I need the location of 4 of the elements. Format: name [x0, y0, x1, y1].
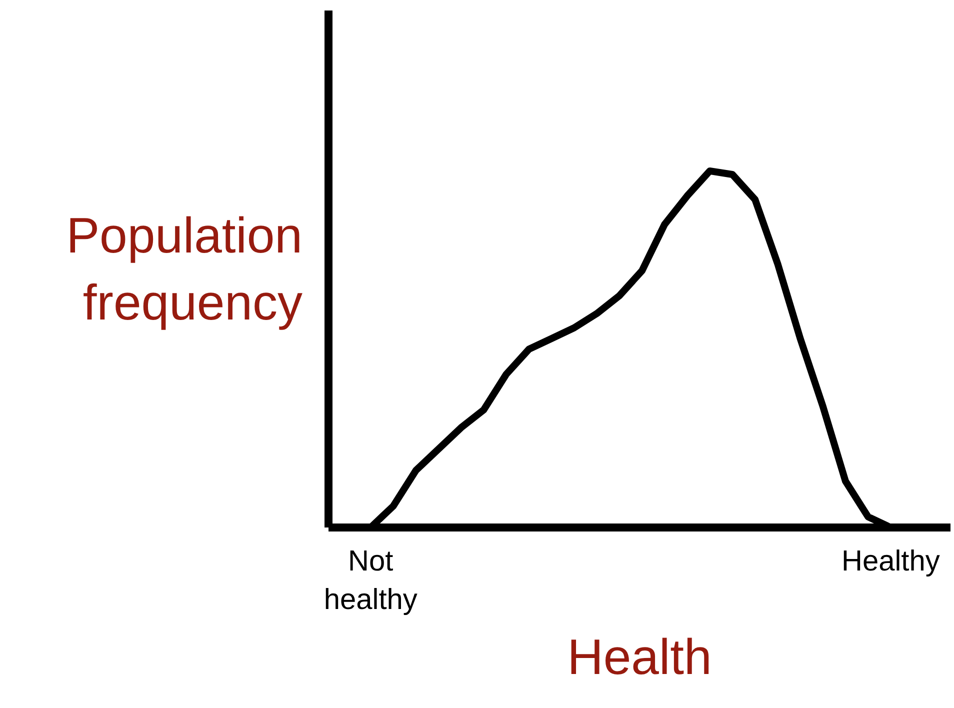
- x-axis-title: Health: [567, 628, 712, 685]
- y-axis-title: Population frequency: [66, 207, 303, 331]
- x-tick-label: Healthy: [842, 546, 940, 578]
- x-tick-label: Not healthy: [324, 546, 418, 616]
